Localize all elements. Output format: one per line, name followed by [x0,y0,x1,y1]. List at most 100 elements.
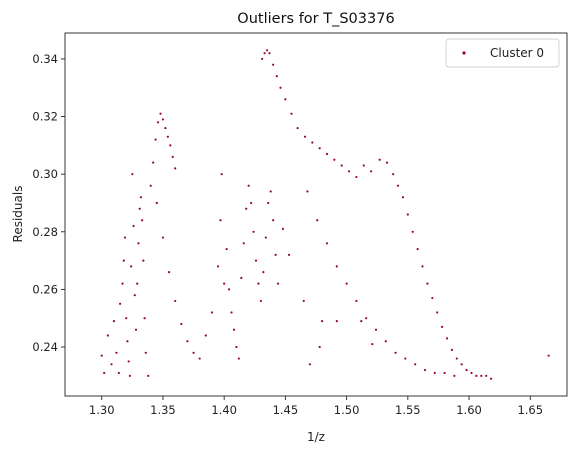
data-point [142,259,145,262]
data-point [261,57,264,61]
data-point [318,345,321,349]
data-point [404,357,407,360]
data-point [156,121,160,124]
data-point [171,155,174,158]
legend: Cluster 0 [445,38,560,68]
x-tick-label: 1.40 [211,403,237,417]
data-point [220,173,223,176]
data-point [204,334,207,337]
data-point [198,357,201,360]
x-tick-label: 1.30 [89,403,115,417]
data-point [144,351,147,354]
data-point [250,201,253,205]
data-point [161,118,165,121]
x-axis-label: 1/z [307,430,325,444]
data-point [370,170,373,173]
data-point [268,52,271,55]
data-point [335,320,338,323]
data-point [355,175,358,179]
data-point [325,152,329,156]
data-point [396,184,400,187]
data-point [318,147,321,150]
data-point [414,363,417,366]
data-point [259,299,262,303]
data-point [154,138,157,141]
y-tick-label: 0.26 [32,282,58,296]
data-point [374,328,378,331]
data-point [385,161,389,164]
data-point [161,236,165,239]
y-axis-label: Residuals [11,186,25,243]
data-point [123,236,127,239]
data-point [167,271,171,274]
data-point [365,317,368,320]
data-point [133,294,136,297]
data-point [470,371,473,375]
data-point [378,158,381,161]
data-point [164,126,167,130]
data-point [119,302,122,305]
data-point [110,363,113,366]
data-point [475,374,478,377]
data-point [340,164,343,167]
data-point [235,345,238,349]
data-point [465,368,468,372]
data-point [216,265,220,268]
data-point [130,265,133,268]
data-point [406,213,409,216]
data-point [210,311,214,314]
data-point [443,371,446,375]
data-point [127,360,130,363]
data-point [242,242,245,245]
data-point [421,265,424,268]
data-point [137,242,140,245]
data-point [139,196,143,199]
data-point [306,190,309,193]
legend-label: Cluster 0 [490,46,544,60]
data-point [276,282,280,285]
data-point [192,351,195,354]
data-point [115,351,118,354]
data-point [426,282,429,285]
data-point [263,52,266,55]
data-point [106,334,109,337]
data-point [445,337,449,340]
plot-frame [64,32,568,397]
data-point [325,242,329,245]
data-point [431,296,434,300]
data-point [100,354,103,357]
data-point [308,363,311,366]
data-point [371,343,374,346]
data-point [302,299,305,303]
data-point [240,276,243,279]
data-point [360,320,363,323]
data-point [450,348,454,351]
data-point [401,196,405,199]
data-point [262,271,265,274]
x-tick-label: 1.50 [334,403,360,417]
data-point [126,340,129,343]
data-point [333,158,336,161]
data-point [274,253,277,256]
data-point [345,282,348,285]
data-point [134,328,138,331]
data-point [460,363,463,366]
x-tick-label: 1.65 [517,403,543,417]
x-tick-label: 1.60 [456,403,482,417]
data-point [225,247,228,251]
data-point [547,354,550,357]
data-point [174,299,177,303]
data-point [103,371,106,375]
data-point [384,340,387,343]
data-point [416,247,419,251]
chart-title: Outliers for T_S03376 [237,11,394,27]
data-point [311,141,314,144]
data-point [392,173,395,176]
data-point [455,357,458,360]
data-point [147,374,150,377]
data-point [141,219,144,222]
data-point [186,340,189,343]
y-tick-label: 0.24 [32,340,58,354]
data-point [166,135,169,138]
data-point [489,377,493,380]
